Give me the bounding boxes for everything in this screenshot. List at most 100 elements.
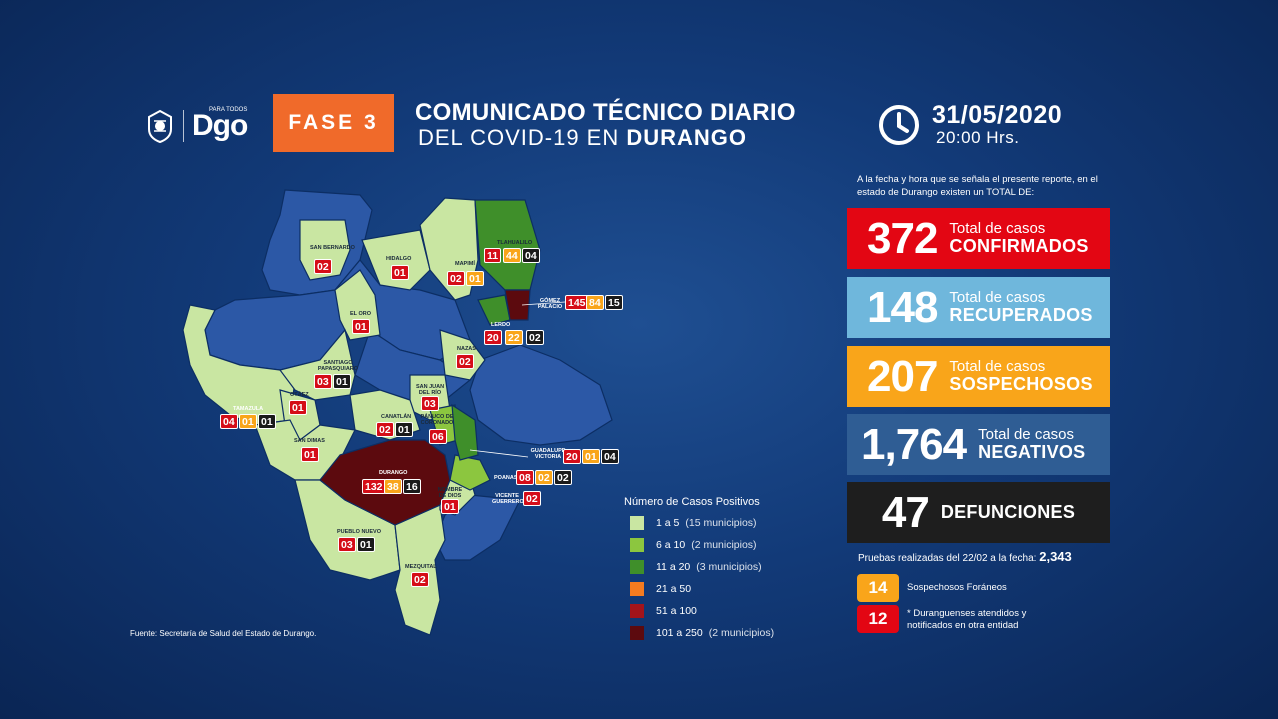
case-tlahualilo-2: 44 (503, 248, 521, 263)
case-gomez-2: 84 (586, 295, 604, 310)
stat-number: 47 (881, 487, 930, 537)
case-durango-1: 132 (362, 479, 386, 494)
case-durango-3: 16 (403, 479, 421, 494)
legend-note: (2 municipios) (708, 627, 775, 639)
legend-item: 21 a 50 (630, 582, 697, 596)
case-hidalgo: 01 (391, 265, 409, 280)
case-santiago-1: 03 (314, 374, 332, 389)
stat-label-line2: DEFUNCIONES (940, 502, 1076, 523)
stat-number: 1,764 (861, 419, 967, 469)
case-tlahualilo-3: 04 (522, 248, 540, 263)
case-santiago-2: 01 (333, 374, 351, 389)
label-hidalgo: HIDALGO (386, 256, 412, 262)
legend-item: 1 a 5 (15 municipios) (630, 516, 757, 530)
legend-item: 11 a 20 (3 municipios) (630, 560, 762, 574)
case-panuco: 06 (429, 429, 447, 444)
legend-range: 1 a 5 (656, 517, 680, 529)
stat-label-line2: NEGATIVOS (978, 441, 1086, 462)
map-region-san-bernardo (299, 219, 351, 281)
legend-swatch (630, 626, 644, 640)
label-san-bernardo: SAN BERNARDO (310, 245, 355, 251)
label-mapimi: MAPIMÍ (455, 261, 475, 267)
shield-emblem-icon (148, 109, 172, 143)
label-panuco: PÁNUCO DE CORONADO (420, 414, 454, 426)
stat-card-negativos: 1,764 Total de casos NEGATIVOS (847, 414, 1110, 475)
foreign-suspects-label: Sospechosos Foráneos (907, 582, 1007, 593)
legend-note: (2 municipios) (691, 539, 757, 551)
case-lerdo-1: 20 (484, 330, 502, 345)
case-guadalupe-1: 20 (563, 449, 581, 464)
stat-label: Total de casos RECUPERADOS (949, 290, 1092, 325)
label-poanas: POANAS (494, 475, 518, 481)
map-region-mezquital (394, 504, 446, 636)
stat-number: 207 (867, 351, 938, 401)
label-pueblo-nuevo: PUEBLO NUEVO (337, 529, 382, 535)
page-subtitle: DEL COVID-19 EN DURANGO (418, 125, 748, 150)
legend-swatch (630, 560, 644, 574)
case-otaez: 01 (289, 400, 307, 415)
case-durango-2: 38 (384, 479, 402, 494)
logo-text: Dgo PARA TODOS (192, 107, 248, 142)
stat-number: 372 (867, 213, 938, 263)
map-region-poanas (449, 454, 491, 491)
stat-card-recuperados: 148 Total de casos RECUPERADOS (847, 277, 1110, 338)
label-el-oro: EL ORO (350, 311, 371, 317)
legend-swatch (630, 604, 644, 618)
legend-range: 21 a 50 (656, 583, 692, 595)
case-mapimi-1: 02 (447, 271, 465, 286)
label-santiago: SANTIAGO PAPASQUIARO (317, 360, 359, 372)
label-durango: DURANGO (379, 470, 408, 476)
label-otaez: OTÁEZ (290, 392, 309, 398)
case-gomez-1: 145 (565, 295, 589, 310)
label-tamazula: TAMAZULA (233, 406, 264, 412)
label-lerdo: LERDO (491, 322, 511, 328)
case-poanas-2: 02 (535, 470, 553, 485)
legend-swatch (630, 516, 644, 530)
case-tamazula-3: 01 (258, 414, 276, 429)
legend-range: 11 a 20 (656, 561, 691, 573)
label-mezquital: MEZQUITAL (405, 564, 437, 570)
label-nazas: NAZAS (457, 346, 476, 352)
legend-title: Número de Casos Positivos (624, 496, 760, 508)
foreign-suspects-badge: 14 (857, 574, 899, 602)
phase-badge: FASE 3 (273, 94, 394, 152)
label-tlahualilo: TLAHUALILO (497, 240, 533, 246)
stat-label-line1: Total de casos (978, 426, 1074, 444)
intro-text: A la fecha y hora que se señala el prese… (857, 174, 1098, 198)
legend-item: 6 a 10 (2 municipios) (630, 538, 757, 552)
source-note: Fuente: Secretaría de Salud del Estado d… (130, 629, 317, 638)
label-gomez-palacio: GÓMEZ PALACIO (537, 298, 563, 310)
label-san-juan-rio: SAN JUAN DEL RÍO (415, 384, 445, 396)
stat-label-line1: Total de casos (949, 358, 1046, 376)
case-vicente-guerrero: 02 (523, 491, 541, 506)
legend-range: 51 a 100 (656, 605, 697, 617)
logo-sub: PARA TODOS (208, 107, 248, 113)
stat-card-defunciones: 47 DEFUNCIONES (847, 482, 1110, 543)
legend-swatch (630, 538, 644, 552)
map-region-gomez-palacio (504, 289, 531, 321)
report-time: 20:00 Hrs. (936, 128, 1020, 147)
map-region-hidalgo (361, 229, 431, 291)
case-pueblo-nuevo-1: 03 (338, 537, 356, 552)
stat-label: Total de casos CONFIRMADOS (949, 221, 1088, 256)
page-title: COMUNICADO TÉCNICO DIARIO (415, 99, 796, 126)
case-el-oro: 01 (352, 319, 370, 334)
logo-separator (183, 110, 184, 142)
clock-icon (879, 105, 919, 145)
report-date: 31/05/2020 (932, 101, 1063, 129)
legend-item: 51 a 100 (630, 604, 703, 618)
stat-label-line2: SOSPECHOSOS (949, 373, 1093, 394)
legend-range: 101 a 250 (656, 627, 703, 639)
stat-label-line1: Total de casos (949, 289, 1046, 307)
legend-item: 101 a 250 (2 municipios) (630, 626, 774, 640)
label-nombre-dios: NOMBRE DE DIOS (437, 487, 463, 499)
government-logo: Dgo PARA TODOS (145, 104, 255, 148)
case-san-dimas: 01 (301, 447, 319, 462)
map-region-lerdo (477, 294, 511, 326)
stat-card-confirmados: 372 Total de casos CONFIRMADOS (847, 208, 1110, 269)
stat-label: DEFUNCIONES (941, 503, 1075, 522)
stat-label: Total de casos SOSPECHOSOS (949, 359, 1092, 394)
stat-label-line2: CONFIRMADOS (949, 235, 1089, 256)
case-guadalupe-3: 04 (601, 449, 619, 464)
case-guadalupe-2: 01 (582, 449, 600, 464)
